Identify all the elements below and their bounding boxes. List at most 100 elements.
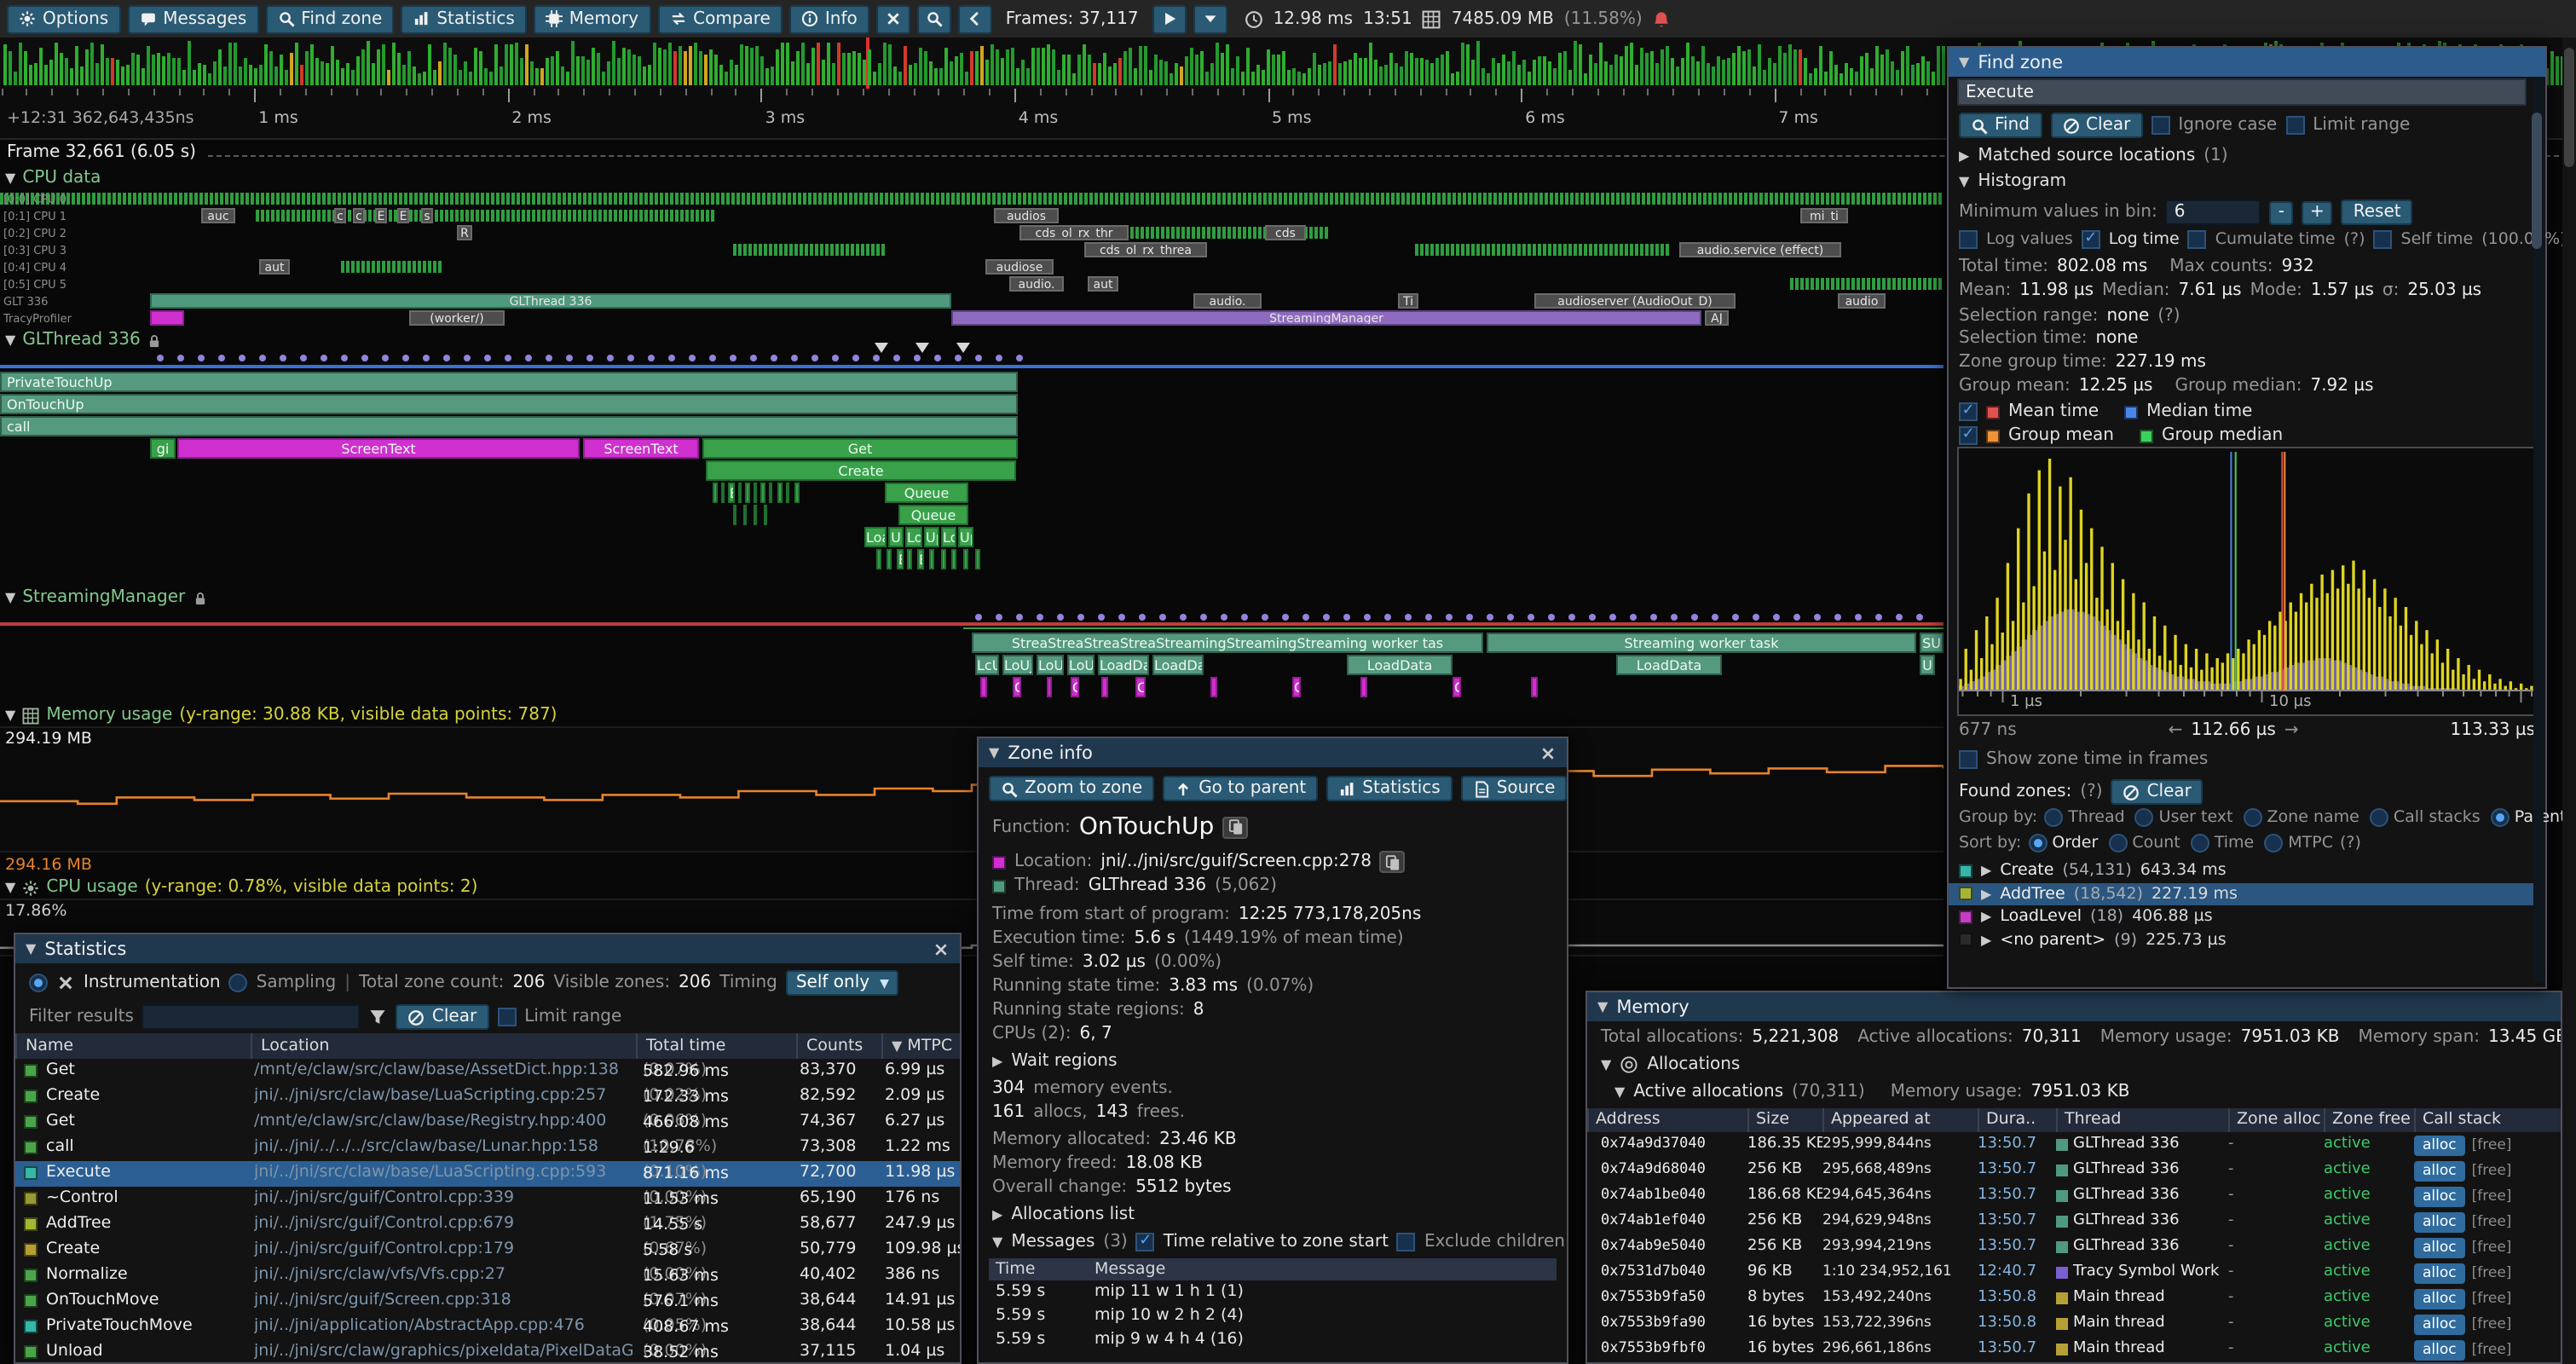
alloc-address[interactable]: 0x74ab9e5040 — [1601, 1238, 1706, 1255]
timeline-zone[interactable]: LoadData — [1347, 655, 1453, 675]
frame-bar[interactable] — [827, 43, 830, 85]
frame-bar[interactable] — [234, 43, 237, 85]
sample-dot[interactable] — [1896, 614, 1903, 621]
filter-clear-button[interactable]: Clear — [396, 1004, 489, 1030]
timeline-zone[interactable] — [738, 483, 742, 503]
window-scrollbar[interactable] — [2562, 38, 2576, 1364]
frame-bar[interactable] — [1487, 73, 1490, 85]
frame-bar[interactable] — [397, 53, 401, 85]
sample-dot[interactable] — [607, 355, 614, 361]
cpu-segment[interactable]: R — [457, 225, 472, 240]
frame-bar[interactable] — [70, 68, 73, 85]
frame-bar[interactable] — [1108, 66, 1112, 85]
timeline-zone[interactable] — [764, 505, 767, 525]
table-row[interactable]: ~Control jni/../jni/src/guif/Control.cpp:… — [15, 1187, 960, 1212]
sort-by-order[interactable]: Order — [2028, 834, 2098, 852]
group-by-user-text[interactable]: User text — [2134, 808, 2233, 827]
frame-bar[interactable] — [269, 51, 273, 85]
sample-dot[interactable] — [423, 355, 430, 361]
sample-dot[interactable] — [1487, 614, 1493, 621]
frame-bar[interactable] — [1594, 63, 1597, 85]
sample-dot[interactable] — [996, 355, 1002, 361]
column-size[interactable]: Size — [1747, 1108, 1822, 1132]
frame-bar[interactable] — [55, 43, 58, 85]
find-clear-button[interactable]: Clear — [2050, 113, 2143, 138]
table-row[interactable]: Create jni/../jni/src/claw/base/LuaScript… — [15, 1084, 960, 1110]
frame-bar[interactable] — [1333, 44, 1337, 85]
toolbar-button-statistics[interactable]: Statistics — [401, 4, 527, 33]
frame-bar[interactable] — [285, 70, 288, 85]
frame-bar[interactable] — [1098, 63, 1101, 85]
frame-bar[interactable] — [19, 43, 22, 85]
sample-dot[interactable] — [1057, 614, 1064, 621]
frame-bar[interactable] — [1886, 49, 1889, 85]
frame-bar[interactable] — [1435, 58, 1439, 85]
timeline[interactable]: ▼ CPU data [0:0] CPU 0 [0:1] CPU 1 auc c c E E… — [0, 167, 2562, 1364]
frame-bar[interactable] — [592, 48, 595, 85]
sample-dot[interactable] — [627, 355, 634, 361]
sample-dot[interactable] — [873, 355, 880, 361]
frame-bar[interactable] — [858, 53, 861, 85]
group-by-thread[interactable]: Thread — [2044, 808, 2125, 827]
frame-bar[interactable] — [1753, 66, 1756, 85]
frame-bar[interactable] — [1717, 56, 1720, 85]
frame-bar[interactable] — [1118, 58, 1122, 85]
frame-bar[interactable] — [852, 51, 856, 85]
frame-bar[interactable] — [719, 65, 723, 85]
alloc-callstack-button[interactable]: alloc — [2414, 1238, 2465, 1258]
frame-bar[interactable] — [147, 46, 150, 85]
frame-bar[interactable] — [484, 68, 488, 85]
sample-dot[interactable] — [1528, 614, 1534, 621]
sample-dot[interactable] — [218, 355, 225, 361]
frame-bar[interactable] — [837, 43, 840, 85]
frame-bar[interactable] — [673, 51, 677, 85]
frame-bar[interactable] — [1415, 58, 1418, 85]
histogram-toggle[interactable]: ▼ Histogram — [1959, 172, 2067, 191]
frame-bar[interactable] — [1374, 60, 1378, 85]
sample-dot[interactable] — [1548, 614, 1555, 621]
frame-bar[interactable] — [1819, 46, 1822, 85]
frame-bar[interactable] — [786, 43, 789, 85]
frame-bar[interactable] — [1011, 48, 1014, 85]
frame-bar[interactable] — [1712, 66, 1715, 85]
sample-dot[interactable] — [852, 355, 859, 361]
zone-info-titlebar[interactable]: ▼ Zone info — [979, 738, 1567, 767]
alloc-callstack-button[interactable]: alloc — [2414, 1187, 2465, 1207]
frame-bar[interactable] — [90, 43, 94, 85]
found-zones-clear-button[interactable]: Clear — [2111, 779, 2203, 805]
frame-bar[interactable] — [1901, 51, 1904, 85]
group-by-parent[interactable]: Parent — [2490, 808, 2567, 827]
frame-bar[interactable] — [1420, 58, 1424, 85]
frame-bar[interactable] — [479, 51, 482, 85]
timeline-zone[interactable]: LoU — [1067, 655, 1095, 675]
nav-button-caret-down[interactable] — [1193, 4, 1227, 33]
frame-bar[interactable] — [295, 43, 298, 85]
frame-bar[interactable] — [392, 43, 396, 85]
frame-bar[interactable] — [939, 68, 943, 85]
frame-bar[interactable] — [244, 58, 247, 85]
frame-bar[interactable] — [264, 44, 268, 85]
memory-titlebar[interactable]: ▼ Memory — [1587, 992, 2561, 1021]
group-by-zone-name[interactable]: Zone name — [2243, 808, 2359, 827]
frame-bar[interactable] — [1251, 72, 1255, 85]
frame-bar[interactable] — [438, 61, 442, 85]
frame-bar[interactable] — [80, 66, 84, 85]
timeline-zone[interactable]: Create — [706, 460, 1016, 481]
frame-bar[interactable] — [1088, 55, 1091, 85]
alloc-callstack-button[interactable]: alloc — [2414, 1161, 2465, 1182]
frame-bar[interactable] — [1926, 61, 1930, 85]
frame-bar[interactable] — [1701, 46, 1705, 85]
sort-by-time[interactable]: Time — [2190, 834, 2254, 852]
toolbar-button-find-zone[interactable]: Find zone — [265, 4, 395, 33]
frame-bar[interactable] — [520, 58, 523, 85]
message-row[interactable]: 5.59 s mip 9 w 4 h 4 (16) — [989, 1330, 1557, 1354]
cpu-segment[interactable]: audio. — [1193, 293, 1262, 309]
frame-bar[interactable] — [208, 73, 211, 85]
frame-bar[interactable] — [1880, 55, 1884, 85]
frame-bar[interactable] — [883, 43, 887, 85]
table-row[interactable]: call jni/../jni/../../../src/claw/base/Lu… — [15, 1136, 960, 1161]
log-time-checkbox[interactable]: ✓ — [2081, 230, 2100, 249]
frame-bar[interactable] — [1246, 48, 1250, 85]
cpu-segment[interactable]: mi_ti — [1800, 208, 1848, 223]
frame-bar[interactable] — [571, 41, 575, 85]
